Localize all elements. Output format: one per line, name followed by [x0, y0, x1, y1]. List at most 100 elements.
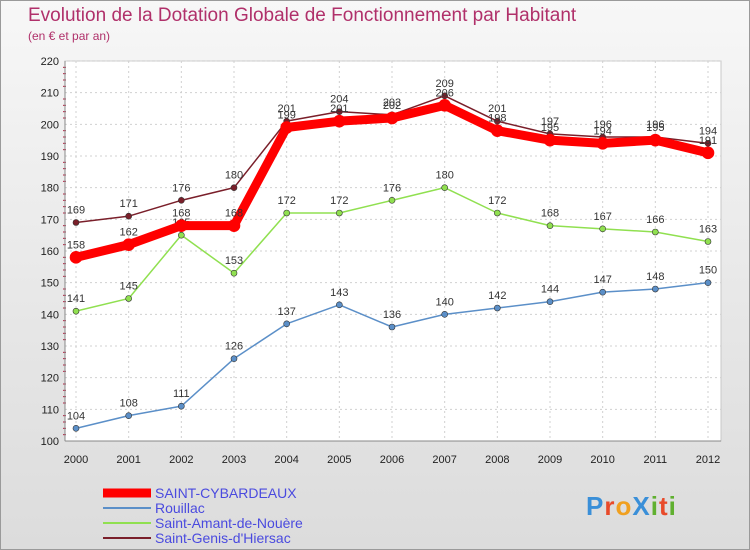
data-point — [596, 137, 609, 150]
x-tick-label: 2002 — [169, 454, 193, 466]
y-tick-label: 200 — [41, 119, 59, 131]
data-point — [283, 209, 290, 217]
data-label: 199 — [277, 110, 295, 122]
x-tick-label: 2011 — [644, 454, 668, 466]
y-tick-label: 120 — [41, 373, 59, 385]
data-point — [333, 114, 346, 128]
x-tick-label: 2005 — [327, 454, 351, 466]
data-point — [546, 222, 554, 229]
data-point — [546, 298, 554, 305]
x-tick-label: 2007 — [432, 454, 456, 466]
data-point — [336, 301, 343, 309]
data-label: 196 — [646, 119, 664, 131]
y-tick-label: 140 — [41, 309, 59, 321]
data-point — [494, 209, 501, 217]
data-point — [441, 311, 448, 318]
data-label: 141 — [67, 293, 85, 305]
data-point — [704, 279, 712, 286]
data-label: 197 — [541, 116, 559, 128]
data-label: 201 — [277, 103, 295, 115]
chart-title: Evolution de la Dotation Globale de Fonc… — [28, 5, 577, 26]
y-tick-label: 170 — [41, 214, 59, 226]
logo-letter: X — [632, 491, 651, 521]
data-label: 196 — [593, 119, 611, 131]
logo-text: ProXiti — [586, 491, 677, 521]
data-point — [283, 320, 290, 328]
data-point — [227, 219, 241, 232]
y-tick-label: 220 — [41, 56, 59, 68]
data-label: 162 — [119, 227, 137, 239]
data-point — [438, 99, 451, 112]
data-point — [652, 228, 659, 236]
data-label: 158 — [67, 239, 85, 251]
data-point — [385, 111, 399, 125]
data-label: 169 — [67, 205, 85, 217]
data-point — [336, 209, 343, 217]
data-label: 202 — [383, 100, 401, 112]
data-point — [125, 412, 132, 419]
data-label: 203 — [383, 97, 401, 109]
data-point — [178, 402, 185, 410]
y-tick-label: 190 — [41, 151, 59, 163]
data-point — [494, 117, 501, 125]
data-label: 167 — [593, 211, 611, 223]
data-label: 172 — [488, 195, 506, 207]
data-point — [230, 269, 238, 277]
data-point — [388, 197, 396, 204]
data-label: 136 — [383, 309, 401, 321]
data-label: 142 — [488, 290, 506, 302]
legend-label: SAINT-CYBARDEAUX — [155, 485, 297, 501]
data-label: 180 — [225, 170, 243, 182]
data-label: 191 — [699, 135, 717, 147]
data-label: 172 — [330, 195, 348, 207]
x-tick-label: 2001 — [116, 454, 140, 466]
data-label: 180 — [435, 170, 453, 182]
logo-letter: i — [650, 491, 659, 521]
data-label: 206 — [435, 87, 453, 99]
y-tick-label: 180 — [41, 183, 59, 195]
data-point — [441, 92, 448, 100]
data-label: 168 — [225, 208, 243, 220]
y-tick-label: 150 — [41, 278, 59, 290]
data-point — [599, 225, 606, 233]
data-point — [701, 146, 715, 160]
data-point — [441, 184, 448, 191]
legend-label: Saint-Amant-de-Nouère — [155, 515, 303, 531]
data-label: 140 — [435, 296, 453, 308]
data-point — [652, 285, 659, 293]
data-label: 108 — [119, 398, 137, 410]
data-point — [72, 219, 80, 226]
data-label: 201 — [488, 103, 506, 115]
chart-subtitle: (en € et par an) — [28, 29, 111, 43]
x-tick-label: 2008 — [485, 454, 509, 466]
data-label: 137 — [277, 306, 295, 318]
data-label: 172 — [277, 195, 295, 207]
data-point — [704, 140, 712, 147]
data-label: 111 — [173, 388, 190, 400]
logo-letter: o — [615, 491, 633, 521]
data-label: 171 — [119, 198, 137, 210]
data-label: 209 — [435, 78, 453, 90]
data-label: 166 — [646, 214, 664, 226]
y-tick-label: 100 — [41, 436, 59, 448]
data-point — [178, 231, 185, 239]
data-point — [125, 212, 132, 220]
legend-label: Saint-Genis-d'Hiersac — [155, 530, 291, 546]
data-label: 148 — [646, 271, 664, 283]
data-label: 198 — [488, 113, 506, 125]
data-point — [494, 304, 501, 312]
data-label: 168 — [541, 208, 559, 220]
logo-letter: r — [604, 491, 616, 521]
data-point — [388, 323, 396, 331]
data-point — [72, 425, 80, 432]
data-label: 104 — [67, 410, 85, 422]
logo-letter: i — [668, 491, 677, 521]
data-label: 145 — [119, 281, 137, 293]
data-label: 126 — [225, 341, 243, 353]
data-label: 201 — [330, 103, 348, 115]
data-point — [175, 219, 188, 232]
data-point — [543, 133, 557, 147]
data-label: 168 — [172, 208, 190, 220]
